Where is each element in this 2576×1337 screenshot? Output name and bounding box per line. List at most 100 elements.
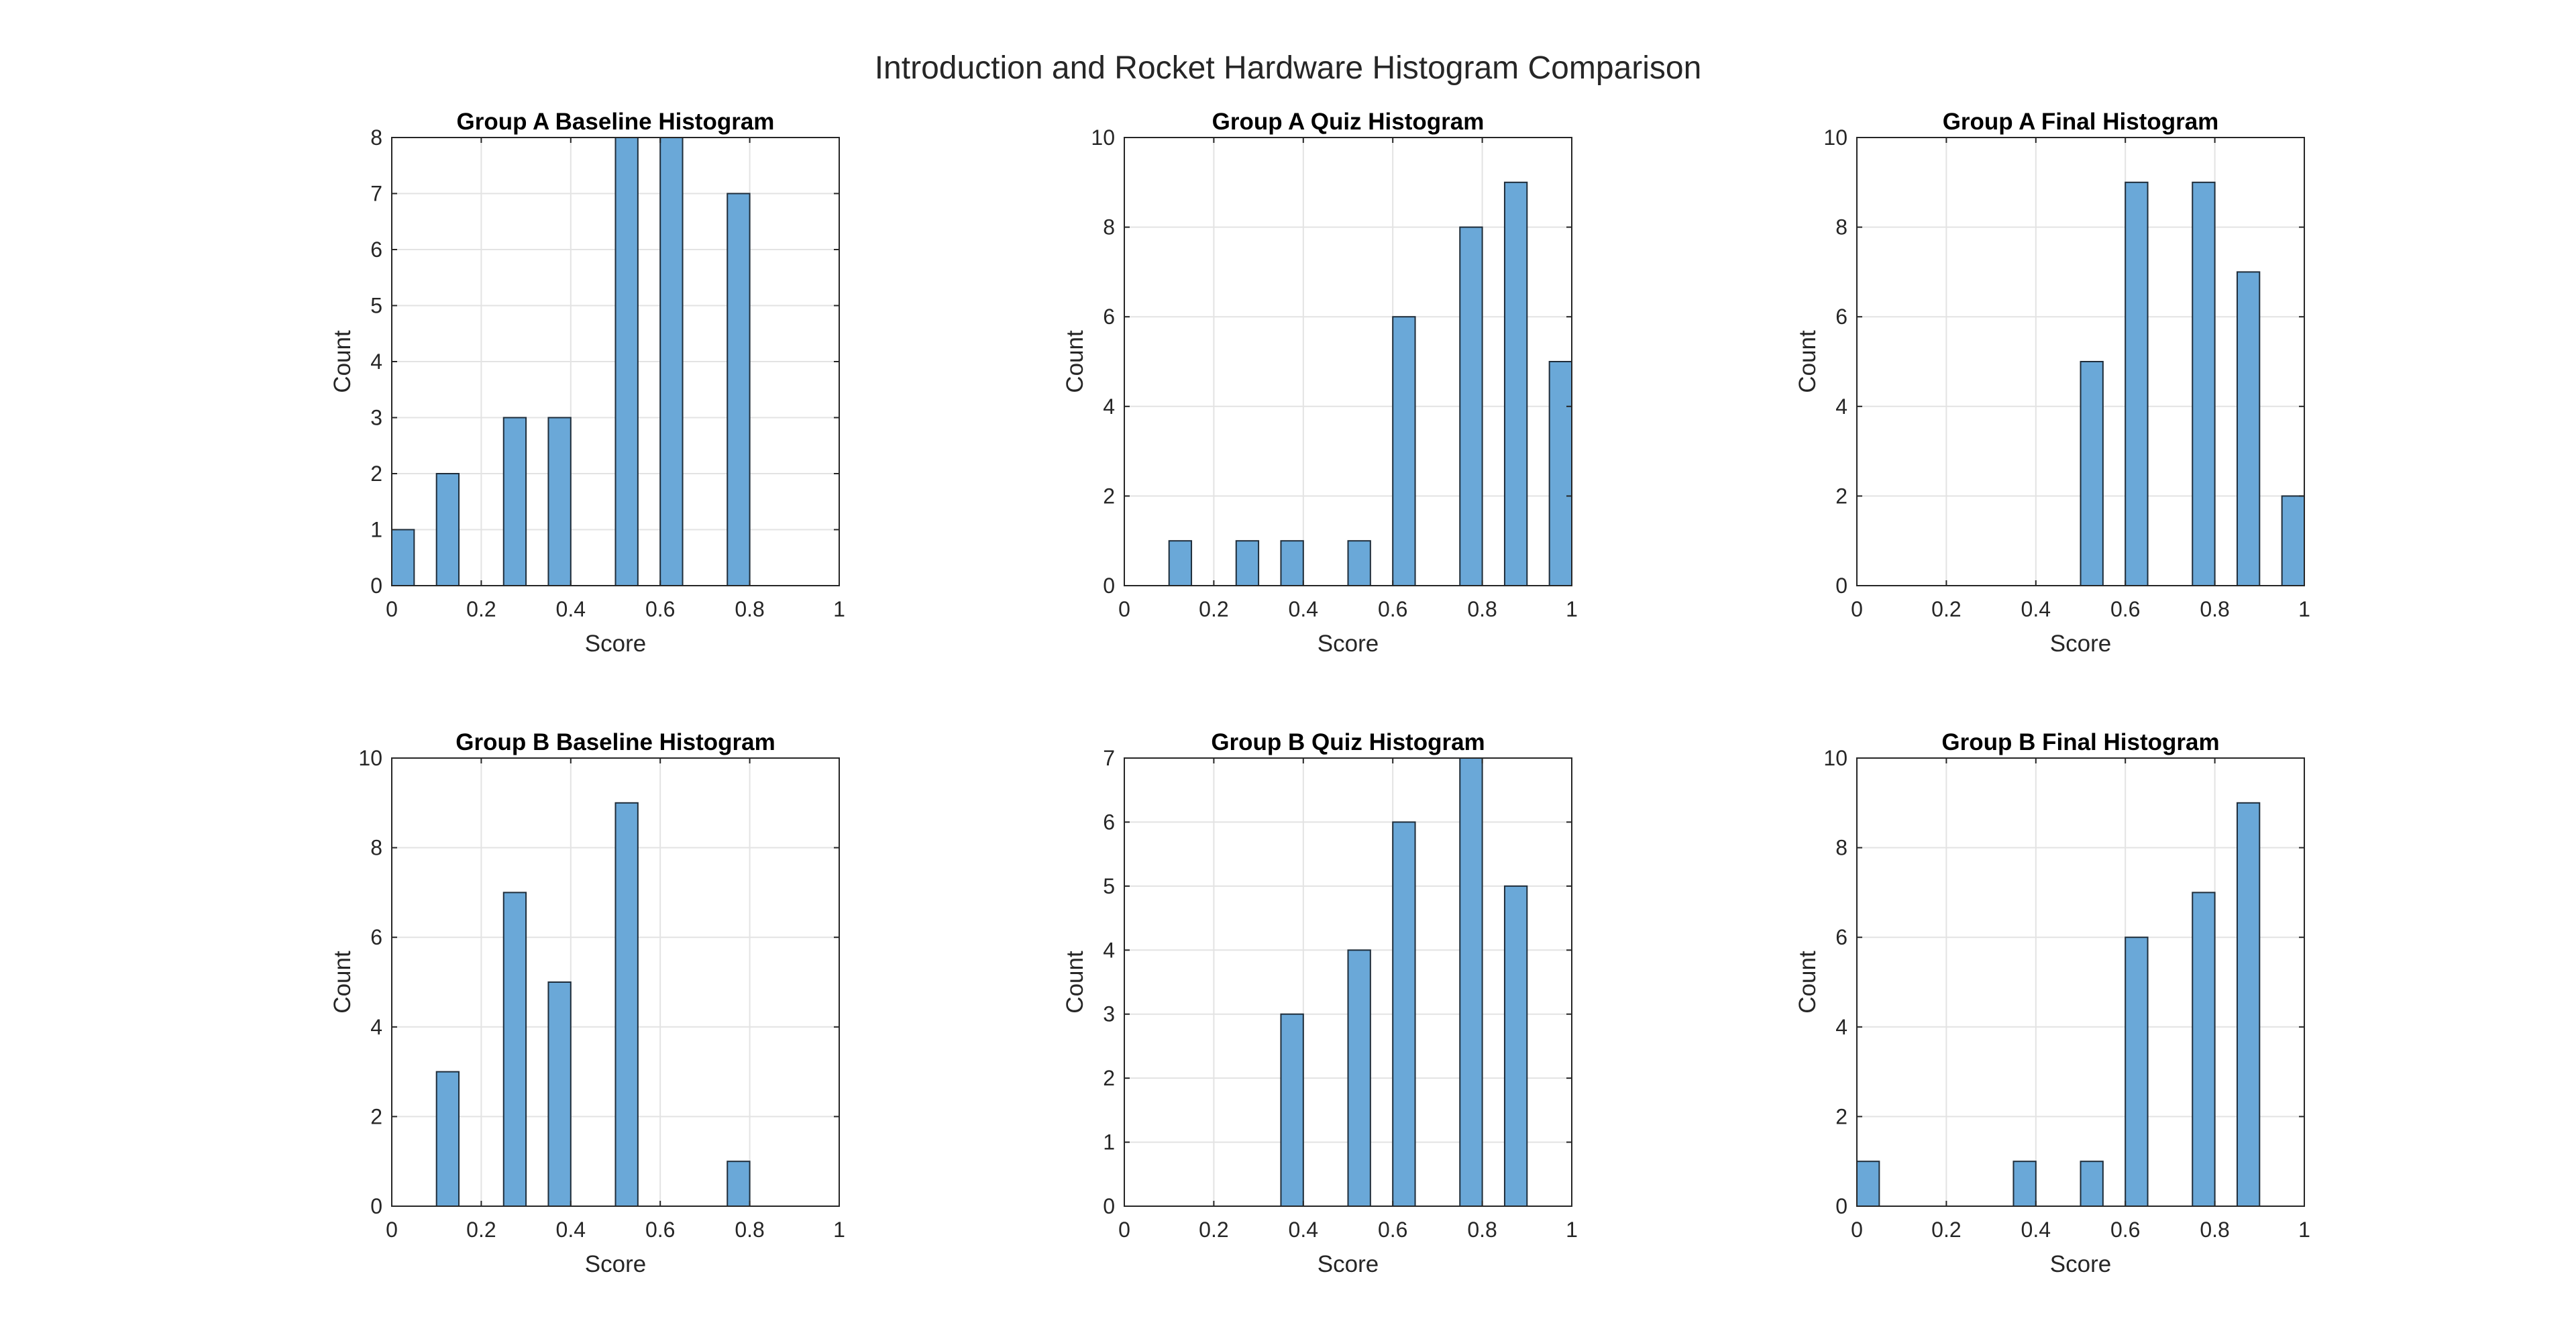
x-tick-label: 0: [1851, 1218, 1863, 1242]
y-axis-label: Count: [1794, 330, 1821, 393]
y-tick-label: 0: [370, 1194, 382, 1218]
histogram-bar: [2192, 892, 2216, 1208]
x-axis-label: Score: [1318, 631, 1379, 657]
histogram-bar: [435, 473, 460, 586]
panel-title: Group A Quiz Histogram: [1212, 109, 1485, 135]
x-tick-label: 0.8: [735, 1218, 764, 1242]
x-tick-label: 0.6: [645, 597, 675, 621]
x-tick-label: 1: [833, 1218, 845, 1242]
y-tick-label: 0: [370, 574, 382, 598]
x-tick-label: 0.6: [2110, 597, 2140, 621]
histogram-bar: [614, 137, 639, 586]
panel-title: Group B Baseline Histogram: [455, 729, 775, 755]
histogram-panel: 0 0.2 0.4 0.6 0.8 1 0 1 2 3 4 5 6 7 Group B Quiz Histo…: [1062, 729, 1578, 1277]
histogram-bar: [1168, 540, 1193, 587]
x-tick-label: 0.8: [2200, 1218, 2229, 1242]
y-tick-label: 2: [1103, 484, 1115, 508]
y-tick-label: 7: [1103, 746, 1115, 770]
y-tick-label: 4: [1835, 1015, 1847, 1039]
axes-frame: [1124, 137, 1572, 586]
y-tick-label: 2: [1835, 484, 1847, 508]
histogram-bar: [1503, 885, 1528, 1208]
y-tick-label: 5: [370, 294, 382, 318]
x-tick-label: 0: [1118, 1218, 1130, 1242]
y-tick-label: 4: [1835, 394, 1847, 419]
histogram-bar: [391, 529, 415, 586]
x-axis-label: Score: [585, 631, 646, 657]
histogram-bar: [547, 981, 572, 1207]
histogram-bar: [2236, 271, 2261, 586]
y-axis-label: Count: [1062, 330, 1088, 393]
histogram-panel: 0 0.2 0.4 0.6 0.8 1 0 1 2 3 4 5 6 7 8 Group A Baseline …: [329, 109, 845, 657]
y-tick-label: 4: [370, 1015, 382, 1039]
y-tick-label: 2: [1835, 1104, 1847, 1128]
y-tick-label: 6: [1103, 810, 1115, 834]
x-tick-label: 0: [1118, 597, 1130, 621]
histogram-bar: [2125, 937, 2149, 1207]
x-tick-label: 0: [386, 597, 398, 621]
y-tick-label: 4: [1103, 394, 1115, 419]
x-tick-label: 1: [2298, 1218, 2310, 1242]
x-tick-label: 0.2: [1199, 1218, 1228, 1242]
y-tick-label: 6: [370, 925, 382, 949]
y-tick-label: 4: [1103, 938, 1115, 962]
x-axis-label: Score: [2050, 1251, 2111, 1277]
y-tick-label: 6: [370, 237, 382, 262]
x-axis-label: Score: [585, 1251, 646, 1277]
histogram-bar: [727, 193, 751, 586]
histogram-bar: [1347, 949, 1371, 1208]
histogram-bar: [2192, 181, 2216, 586]
y-tick-label: 0: [1103, 1194, 1115, 1218]
x-tick-label: 0.2: [466, 1218, 496, 1242]
y-tick-label: 0: [1835, 574, 1847, 598]
histogram-bar: [502, 417, 527, 586]
panel-title: Group B Final Histogram: [1941, 729, 2219, 755]
y-tick-label: 3: [1103, 1002, 1115, 1026]
x-axis-label: Score: [2050, 631, 2111, 657]
x-tick-label: 0.4: [2021, 1218, 2051, 1242]
panel-title: Group B Quiz Histogram: [1211, 729, 1485, 755]
histogram-bar: [1280, 540, 1304, 587]
histogram-bar: [1280, 1013, 1304, 1207]
histogram-bar: [1392, 316, 1416, 586]
histogram-bar: [2012, 1161, 2037, 1207]
y-axis-label: Count: [329, 330, 356, 393]
histogram-bar: [1548, 361, 1572, 586]
y-tick-label: 2: [370, 462, 382, 486]
y-tick-label: 2: [370, 1104, 382, 1128]
x-tick-label: 0.4: [2021, 597, 2051, 621]
histogram-bar: [614, 802, 639, 1208]
y-axis-label: Count: [329, 951, 356, 1014]
histogram-bar: [2125, 181, 2149, 586]
histogram-bar: [435, 1071, 460, 1207]
x-tick-label: 0.6: [1378, 1218, 1407, 1242]
y-tick-label: 6: [1835, 925, 1847, 949]
y-tick-label: 1: [370, 518, 382, 542]
x-tick-label: 1: [1566, 1218, 1578, 1242]
x-tick-label: 0.2: [1931, 597, 1961, 621]
y-tick-label: 0: [1835, 1194, 1847, 1218]
histogram-bar: [659, 137, 684, 586]
x-tick-label: 0.8: [2200, 597, 2229, 621]
y-tick-label: 1: [1103, 1130, 1115, 1155]
x-tick-label: 0: [386, 1218, 398, 1242]
y-tick-label: 5: [1103, 874, 1115, 898]
x-tick-label: 0.8: [735, 597, 764, 621]
x-tick-label: 0.8: [1467, 1218, 1497, 1242]
histogram-bar: [2080, 361, 2104, 586]
histogram-bar: [1459, 757, 1483, 1207]
y-tick-label: 8: [1835, 215, 1847, 239]
y-tick-label: 8: [1103, 215, 1115, 239]
axes-frame: [1856, 137, 2305, 586]
x-tick-label: 1: [833, 597, 845, 621]
y-tick-label: 8: [1835, 836, 1847, 860]
x-tick-label: 1: [1566, 597, 1578, 621]
x-tick-label: 0.4: [1289, 1218, 1318, 1242]
panel-title: Group A Final Histogram: [1943, 109, 2219, 135]
x-tick-label: 1: [2298, 597, 2310, 621]
histogram-bar: [2281, 495, 2305, 587]
x-tick-label: 0.6: [1378, 597, 1407, 621]
